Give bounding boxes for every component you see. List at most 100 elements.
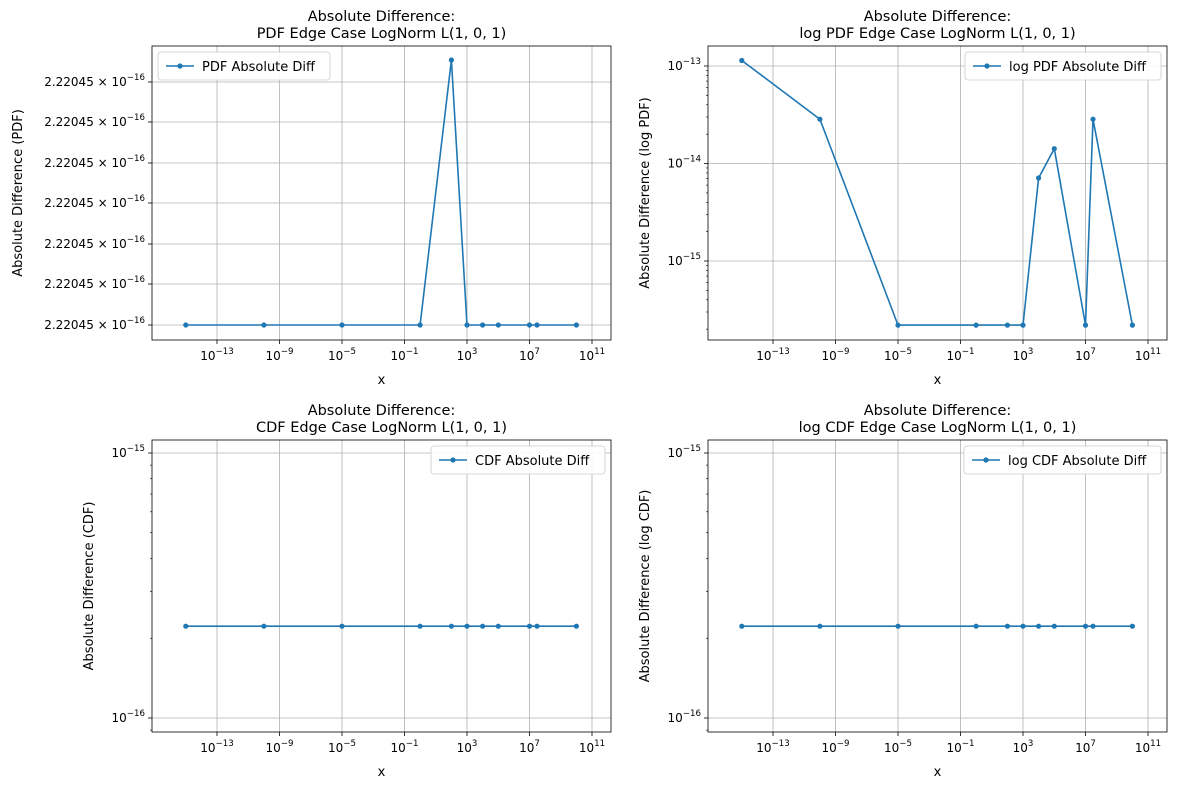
x-axis-label: x [378, 373, 386, 388]
y-tick-label: 10−15 [668, 252, 701, 268]
legend-box [963, 445, 1162, 475]
x-axis-label: x [934, 765, 942, 780]
series-line [185, 59, 577, 326]
data-point [183, 623, 189, 629]
data-point [534, 322, 540, 328]
x-tick-label: 10−1 [391, 739, 419, 755]
legend-label: log PDF Absolute Diff [1009, 60, 1147, 75]
data-point [895, 623, 901, 629]
data-point [1090, 116, 1096, 122]
y-tick-label: 2.22045 × 10−16 [44, 275, 145, 291]
chart-title: Absolute Difference: log PDF Edge Case Lo… [799, 9, 1075, 42]
y-tick-label: 2.22045 × 10−16 [44, 316, 145, 332]
x-tick-label: 10−9 [266, 739, 294, 755]
y-tick-label: 10−15 [668, 444, 701, 460]
axes-frame [151, 45, 612, 341]
data-point [339, 322, 345, 328]
data-point [339, 623, 345, 629]
y-tick-label: 2.22045 × 10−16 [44, 154, 145, 170]
data-point [1082, 623, 1089, 629]
data-point [1004, 322, 1011, 328]
data-point [973, 623, 979, 629]
y-tick-label: 10−16 [112, 709, 145, 725]
x-tick-label: 10−13 [756, 347, 789, 363]
x-tick-label: 1011 [1135, 739, 1161, 755]
series-line [741, 59, 1134, 326]
y-tick-label: 10−13 [668, 57, 701, 73]
data-point [573, 322, 580, 328]
legend: PDF Absolute Diff [157, 51, 331, 81]
y-axis-label: Absolute Difference (log PDF) [638, 97, 653, 289]
chart-title: Absolute Difference: log CDF Edge Case Lo… [799, 403, 1077, 436]
y-tick-label: 10−14 [668, 155, 701, 171]
legend-label: PDF Absolute Diff [202, 60, 316, 75]
chart-title: Absolute Difference: PDF Edge Case LogNor… [257, 9, 507, 42]
data-point [1129, 623, 1135, 629]
legend-marker [450, 457, 456, 463]
data-point [739, 57, 745, 64]
data-point [261, 623, 267, 629]
data-point [480, 322, 486, 328]
data-point [480, 623, 486, 629]
chart-title: Absolute Difference: CDF Edge Case LogNor… [256, 403, 507, 436]
x-tick-label: 10−13 [756, 739, 789, 755]
legend-box [964, 51, 1162, 81]
subplot-4: 10−13 10−9 10−5 10−1 103 107 1011 10−15 10−16 Abs… [638, 403, 1168, 780]
data-point [1051, 146, 1057, 152]
legend: log PDF Absolute Diff [964, 51, 1162, 81]
data-point [1129, 322, 1135, 328]
axes-frame [707, 439, 1168, 733]
data-point [526, 322, 533, 328]
x-tick-label: 10−9 [822, 739, 850, 755]
data-point [973, 322, 979, 328]
data-point [261, 322, 267, 328]
legend-box [430, 445, 606, 475]
data-point [183, 322, 189, 328]
data-point [1036, 175, 1042, 181]
legend: log CDF Absolute Diff [963, 445, 1162, 475]
data-point [526, 623, 533, 629]
axes-frame [707, 45, 1168, 341]
subplot-1: 10−13 10−9 10−5 10−1 103 107 1011 2.22045 × 10−… [11, 9, 612, 388]
x-tick-label: 1011 [579, 739, 605, 755]
x-tick-label: 103 [457, 739, 478, 755]
x-tick-label: 10−5 [884, 739, 912, 755]
y-tick-label: 2.22045 × 10−16 [44, 73, 145, 89]
x-tick-label: 107 [519, 739, 540, 755]
data-point [1090, 623, 1096, 629]
data-point [895, 322, 901, 328]
data-point [464, 322, 470, 328]
data-point [495, 322, 501, 328]
x-tick-label: 107 [1075, 739, 1096, 755]
data-point [1004, 623, 1011, 629]
y-tick-label: 2.22045 × 10−16 [44, 113, 145, 129]
data-point [573, 623, 580, 629]
x-tick-label: 10−13 [200, 347, 233, 363]
y-axis-label: Absolute Difference (PDF) [11, 109, 26, 277]
data-point [417, 322, 423, 328]
legend-label: log CDF Absolute Diff [1008, 454, 1147, 469]
x-tick-label: 1011 [579, 347, 605, 363]
data-point [1051, 623, 1057, 629]
data-point [495, 623, 501, 629]
data-point [448, 57, 454, 63]
y-axis-label: Absolute Difference (CDF) [82, 502, 97, 671]
x-tick-label: 10−1 [947, 739, 975, 755]
legend-box [157, 51, 331, 81]
x-tick-label: 10−5 [884, 347, 912, 363]
data-point [448, 623, 454, 629]
data-point [817, 623, 823, 629]
x-tick-label: 10−5 [328, 347, 356, 363]
x-tick-label: 103 [1013, 347, 1034, 363]
legend-marker [177, 63, 183, 69]
x-tick-label: 103 [1013, 739, 1034, 755]
data-point [464, 623, 470, 629]
data-point [817, 116, 823, 122]
legend-marker [984, 63, 990, 69]
data-point [1036, 623, 1042, 629]
y-axis-label: Absolute Difference (log CDF) [638, 490, 653, 683]
x-tick-label: 103 [457, 347, 478, 363]
x-tick-label: 10−1 [391, 347, 419, 363]
x-tick-label: 10−9 [266, 347, 294, 363]
